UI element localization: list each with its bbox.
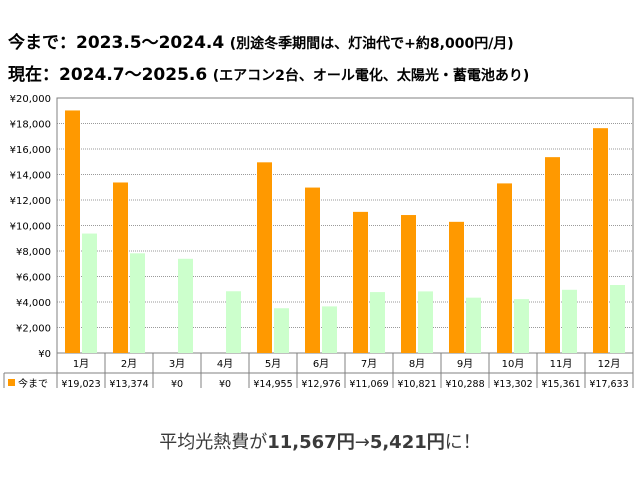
bar-before [113, 182, 128, 353]
data-label: ¥17,633 [589, 379, 628, 388]
y-tick-label: ¥2,000 [16, 324, 51, 335]
period-before-label: 今まで：2023.5～2024.4 [8, 33, 225, 53]
summary-before-value: 11,567円 [267, 432, 355, 453]
bar-current [130, 253, 145, 353]
data-label: ¥10,821 [397, 379, 436, 388]
x-tick-label: 2月 [121, 358, 137, 370]
bar-before [257, 162, 272, 353]
bar-current [274, 308, 289, 353]
x-tick-label: 4月 [217, 358, 233, 370]
bar-current [226, 291, 241, 353]
legend-label: 今まで [18, 377, 48, 388]
header-line-1: 今まで：2023.5～2024.4 (別途冬季期間は、灯油代で+約8,000円/… [8, 28, 514, 53]
bar-current [562, 289, 577, 353]
data-label: ¥11,069 [349, 379, 388, 388]
summary-after-value: 5,421円 [369, 432, 445, 453]
x-tick-label: 5月 [265, 358, 281, 370]
bar-current [466, 297, 481, 353]
data-label: ¥0 [171, 379, 183, 388]
bar-current [178, 258, 193, 353]
bar-before [65, 110, 80, 353]
bar-before [545, 157, 560, 353]
data-label: ¥0 [219, 379, 231, 388]
bar-before [401, 215, 416, 353]
bar-before [305, 187, 320, 353]
summary-arrow: → [354, 432, 370, 453]
summary-suffix: に！ [444, 432, 481, 453]
data-label: ¥15,361 [541, 379, 580, 388]
data-label: ¥14,955 [253, 379, 292, 388]
y-tick-label: ¥20,000 [10, 94, 51, 105]
y-tick-label: ¥6,000 [16, 273, 51, 284]
summary-prefix: 平均光熱費が [159, 432, 268, 453]
bar-current [82, 233, 97, 353]
data-label: ¥10,288 [445, 379, 484, 388]
y-tick-label: ¥10,000 [10, 222, 51, 233]
period-current-note: (エアコン2台、オール電化、太陽光・蓄電池あり) [212, 68, 530, 84]
bar-current [322, 306, 337, 353]
bar-current [418, 291, 433, 353]
utility-cost-chart: ¥0 ¥2,000 ¥4,000 ¥6,000 ¥8,000 ¥10,000 ¥12,000… [3, 94, 634, 388]
legend-key [8, 379, 15, 386]
x-tick-label: 1月 [73, 358, 89, 370]
bar-before [497, 183, 512, 353]
summary-text: 平均光熱費が11,567円→5,421円に！ [0, 428, 640, 454]
y-tick-label: ¥18,000 [10, 120, 51, 131]
y-tick-label: ¥16,000 [10, 145, 51, 156]
x-tick-label: 11月 [550, 358, 573, 370]
data-label: ¥19,023 [61, 379, 100, 388]
period-current-label: 現在：2024.7～2025.6 [8, 65, 208, 85]
x-tick-label: 10月 [502, 358, 525, 370]
x-tick-label: 9月 [457, 358, 473, 370]
x-tick-label: 8月 [409, 358, 425, 370]
header-line-2: 現在：2024.7～2025.6 (エアコン2台、オール電化、太陽光・蓄電池あり… [8, 60, 529, 85]
bar-current [514, 299, 529, 353]
x-tick-label: 3月 [169, 358, 185, 370]
y-tick-label: ¥4,000 [16, 298, 51, 309]
bar-current [370, 292, 385, 353]
bar-before [353, 211, 368, 353]
x-tick-label: 12月 [598, 358, 621, 370]
y-tick-label: ¥0 [38, 349, 51, 360]
data-label: ¥13,374 [109, 379, 148, 388]
bar-before [593, 128, 608, 353]
data-label: ¥12,976 [301, 379, 340, 388]
bar-current [610, 285, 625, 353]
y-tick-label: ¥8,000 [16, 247, 51, 258]
x-tick-label: 7月 [361, 358, 377, 370]
period-before-note: (別途冬季期間は、灯油代で+約8,000円/月) [229, 36, 514, 52]
x-tick-label: 6月 [313, 358, 329, 370]
bar-before [449, 221, 464, 353]
data-label: ¥13,302 [493, 379, 532, 388]
y-tick-label: ¥14,000 [10, 171, 51, 182]
y-tick-label: ¥12,000 [10, 196, 51, 207]
